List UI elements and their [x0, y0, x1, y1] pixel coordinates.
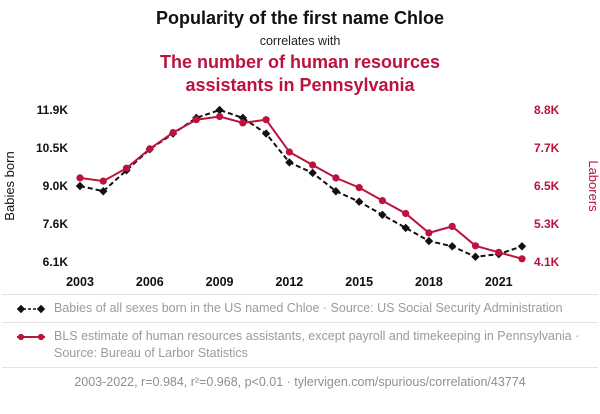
- circle-data-point: [378, 197, 386, 205]
- circle-data-point: [471, 242, 480, 250]
- circle-data-point: [495, 248, 503, 256]
- x-axis-tick: 2006: [136, 275, 164, 289]
- circle-data-point: [355, 184, 363, 192]
- right-axis-tick: 4.1K: [534, 255, 560, 269]
- circle-data-point: [76, 174, 84, 182]
- x-axis-tick: 2018: [415, 275, 443, 289]
- diamond-data-point: [424, 236, 434, 246]
- diamond-data-point: [238, 113, 248, 123]
- black-dashed-diamond-legend-icon: [16, 304, 46, 314]
- circle-data-point: [192, 116, 200, 124]
- legend-diamond-marker: [36, 304, 46, 314]
- right-series-line: [79, 115, 523, 260]
- right-axis-title: Laborers: [586, 160, 600, 212]
- diamond-data-point: [75, 181, 85, 191]
- left-axis-tick: 6.1K: [43, 255, 69, 269]
- legend-circle-marker: [37, 334, 45, 341]
- diamond-data-point: [401, 223, 410, 233]
- circle-data-point: [262, 116, 270, 124]
- circle-data-point: [122, 164, 131, 172]
- right-axis-tick: 5.3K: [534, 217, 560, 231]
- diamond-data-point: [517, 242, 527, 251]
- diamond-data-point: [261, 129, 271, 138]
- dual-axis-line-chart: 11.9K 10.5K 9.0K 7.6K 6.1K 8.8K 7.7K 6.5K 5.3K 4.…: [2, 103, 600, 289]
- x-axis-tick: 2021: [485, 275, 513, 289]
- diamond-data-point: [285, 158, 294, 167]
- diamond-data-point: [215, 105, 224, 115]
- diamond-data-point: [308, 168, 317, 178]
- left-axis-title: Babies born: [2, 151, 17, 220]
- chart-title: Popularity of the first name Chloe: [155, 8, 445, 28]
- circle-data-point: [169, 129, 177, 137]
- x-axis-tick: 2012: [275, 275, 303, 289]
- x-axis-tick: 2003: [66, 275, 94, 289]
- left-axis-tick: 7.6K: [43, 217, 69, 231]
- left-axis-tick: 10.5K: [36, 141, 68, 155]
- legend-diamond-marker: [16, 304, 26, 314]
- circle-data-point: [425, 229, 433, 237]
- right-axis-tick: 7.7K: [534, 141, 560, 155]
- circle-data-point: [99, 177, 107, 185]
- circle-data-point: [146, 145, 154, 153]
- correlates-with-text: correlates with: [259, 34, 341, 48]
- legend-item-laborers: BLS estimate of human resources assistan…: [2, 322, 598, 365]
- circle-data-point: [402, 209, 410, 218]
- left-series-line: [79, 108, 523, 258]
- circle-data-point: [448, 222, 456, 230]
- x-axis-tick: 2009: [206, 275, 234, 289]
- right-axis-tick: 8.8K: [534, 103, 560, 117]
- left-axis-tick: 11.9K: [37, 103, 69, 117]
- left-axis-tick: 9.0K: [43, 179, 69, 193]
- circle-data-point: [239, 119, 247, 127]
- diamond-data-point: [471, 252, 480, 261]
- chart-subtitle: The number of human resources assistants…: [159, 52, 441, 95]
- diamond-data-point: [448, 242, 457, 251]
- diamond-data-point: [354, 197, 364, 206]
- diamond-data-point: [331, 187, 341, 196]
- x-axis-tick: 2015: [345, 275, 373, 289]
- legend-text-laborers: BLS estimate of human resources assistan…: [54, 329, 580, 360]
- legend-item-babies: Babies of all sexes born in the US named…: [2, 294, 598, 320]
- chart-header: Popularity of the first name Chloe corre…: [0, 8, 600, 96]
- circle-data-point: [285, 148, 293, 156]
- legend-circle-marker: [17, 334, 25, 341]
- right-axis-tick: 6.5K: [534, 179, 560, 193]
- circle-data-point: [309, 161, 317, 169]
- diamond-data-point: [378, 210, 387, 220]
- stats-footer-text: 2003-2022, r=0.984, r²=0.968, p<0.01 · t…: [74, 374, 526, 389]
- circle-data-point: [518, 255, 526, 263]
- circle-data-point: [216, 112, 224, 121]
- legend-text-babies: Babies of all sexes born in the US named…: [54, 301, 563, 315]
- red-line-circle-legend-icon: [17, 334, 45, 341]
- stats-footer: 2003-2022, r=0.984, r²=0.968, p<0.01 · t…: [2, 366, 598, 389]
- diamond-data-point: [99, 187, 108, 196]
- circle-data-point: [332, 174, 340, 182]
